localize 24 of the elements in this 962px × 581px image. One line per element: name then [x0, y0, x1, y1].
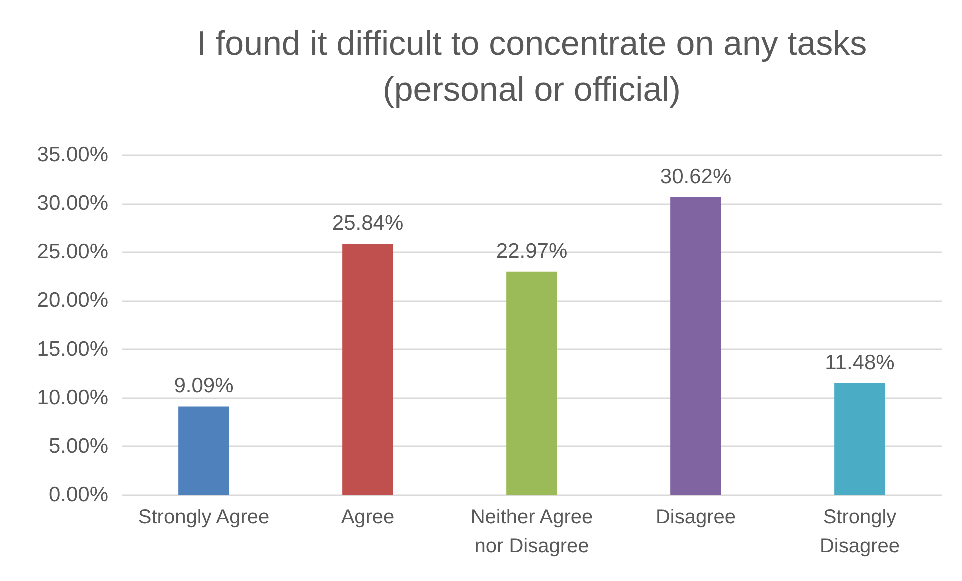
data-label: 22.97% — [496, 240, 568, 263]
x-tick-label: Agree — [341, 506, 395, 528]
data-label: 25.84% — [332, 212, 404, 235]
y-tick-label: 35.00% — [37, 144, 108, 166]
bar — [506, 272, 558, 495]
y-tick-label: 15.00% — [37, 338, 108, 361]
y-tick-label: 25.00% — [37, 240, 108, 264]
x-tick-label: Strongly Disagree — [820, 506, 900, 558]
x-tick-label: Disagree — [656, 506, 736, 528]
x-tick-label: Neither Agree nor Disagree — [470, 506, 594, 558]
y-tick-label: 10.00% — [37, 386, 108, 410]
data-label: 9.09% — [174, 374, 234, 398]
y-tick-label: 20.00% — [37, 289, 108, 312]
x-tick-label: Strongly Agree — [138, 506, 270, 528]
y-tick-label: 0.00% — [48, 484, 108, 506]
data-label: 30.62% — [660, 166, 732, 189]
data-label: 11.48% — [825, 351, 895, 374]
y-tick-label: 30.00% — [37, 192, 108, 216]
chart-title: I found it difficult to concentrate on any tasks (personal or official) — [196, 25, 868, 109]
bar — [670, 198, 722, 495]
bar — [178, 406, 230, 495]
y-tick-label: 5.00% — [48, 434, 108, 458]
bar — [834, 383, 886, 495]
bar — [342, 244, 394, 495]
